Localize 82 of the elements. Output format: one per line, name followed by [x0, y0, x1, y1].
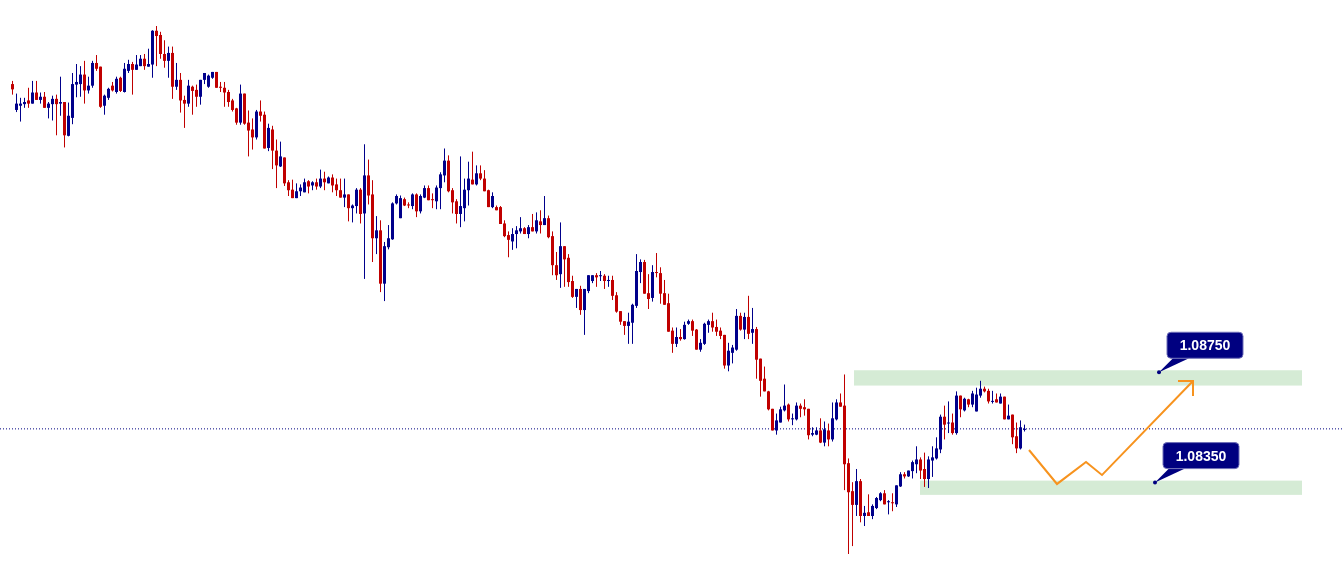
candlestick	[803, 398, 806, 417]
candlestick	[187, 79, 190, 108]
candlestick	[159, 31, 162, 60]
candlestick	[931, 445, 934, 478]
band-label: 1.08350	[1175, 447, 1227, 464]
candlestick	[51, 95, 54, 122]
candlestick	[435, 184, 438, 210]
candlestick	[463, 178, 466, 222]
candlestick	[123, 62, 126, 94]
candlestick	[943, 405, 946, 440]
candlestick	[727, 342, 730, 372]
candlestick	[535, 211, 538, 234]
candlestick	[167, 46, 170, 79]
candlestick	[891, 492, 894, 512]
candlestick	[475, 164, 478, 186]
candlestick	[751, 307, 754, 345]
candlestick	[195, 84, 198, 108]
candlestick	[179, 72, 182, 114]
candlestick	[947, 400, 950, 434]
candlestick	[19, 97, 22, 123]
candlestick	[79, 65, 82, 98]
candlestick	[339, 178, 342, 199]
candlestick	[855, 468, 858, 517]
candlestick	[819, 417, 822, 444]
candlestick	[599, 270, 602, 282]
candlestick	[35, 80, 38, 101]
candlestick	[199, 79, 202, 106]
candlestick	[131, 61, 134, 96]
candlestick	[543, 195, 546, 226]
candlestick	[355, 187, 358, 214]
candlestick	[675, 326, 678, 348]
candlestick	[191, 85, 194, 116]
candlestick	[431, 192, 434, 209]
candlestick	[183, 95, 186, 129]
candlestick	[991, 390, 994, 405]
candlestick	[267, 123, 270, 152]
candlestick	[59, 76, 62, 117]
band-label: 1.08750	[1179, 337, 1231, 354]
candlestick	[923, 452, 926, 488]
candlestick	[951, 413, 954, 436]
candlestick	[915, 445, 918, 474]
candlestick	[711, 312, 714, 333]
candlestick	[919, 456, 922, 480]
candlestick	[175, 62, 178, 91]
candlestick	[743, 312, 746, 340]
candlestick	[55, 94, 58, 136]
candlestick	[251, 117, 254, 151]
candlestick	[607, 275, 610, 288]
candlestick	[347, 193, 350, 222]
candlestick	[415, 192, 418, 218]
candlestick	[863, 505, 866, 527]
candlestick	[467, 161, 470, 207]
candlestick	[163, 39, 166, 69]
candlestick	[319, 169, 322, 189]
candlestick	[155, 25, 158, 67]
candlestick	[655, 252, 658, 278]
candlestick	[27, 87, 30, 109]
candlestick	[539, 209, 542, 234]
candlestick	[555, 251, 558, 281]
candlestick	[83, 60, 86, 105]
candlestick	[659, 266, 662, 305]
candlestick	[747, 295, 750, 340]
candlestick	[1011, 414, 1014, 445]
candlestick	[15, 93, 18, 113]
candlestick	[703, 322, 706, 346]
candlestick	[271, 125, 274, 170]
candlestick	[91, 60, 94, 89]
candlestick	[927, 455, 930, 489]
candlestick	[31, 80, 34, 105]
candlestick	[563, 245, 566, 288]
candlestick	[867, 493, 870, 517]
candlestick	[511, 227, 514, 251]
candlestick	[515, 225, 518, 249]
candlestick	[887, 499, 890, 515]
candlestick	[275, 139, 278, 189]
candlestick	[459, 155, 462, 228]
candlestick	[375, 215, 378, 255]
candlestick	[223, 81, 226, 108]
candlestick	[279, 141, 282, 168]
candlestick	[579, 285, 582, 316]
candlestick	[827, 423, 830, 447]
candlestick	[343, 178, 346, 208]
